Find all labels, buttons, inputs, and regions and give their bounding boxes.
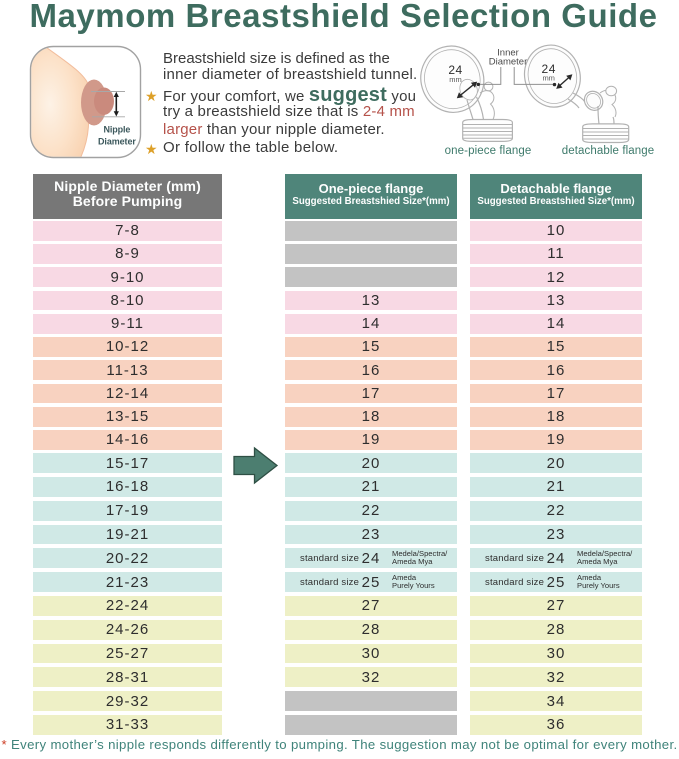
svg-text:Diameter: Diameter [489, 57, 528, 68]
svg-text:Inner: Inner [497, 48, 519, 59]
svg-text:Diameter: Diameter [98, 136, 136, 146]
svg-text:Nipple: Nipple [103, 124, 130, 134]
svg-text:mm: mm [449, 75, 462, 84]
svg-text:24: 24 [448, 63, 462, 77]
svg-text:mm: mm [542, 74, 555, 83]
svg-text:24: 24 [542, 62, 556, 76]
